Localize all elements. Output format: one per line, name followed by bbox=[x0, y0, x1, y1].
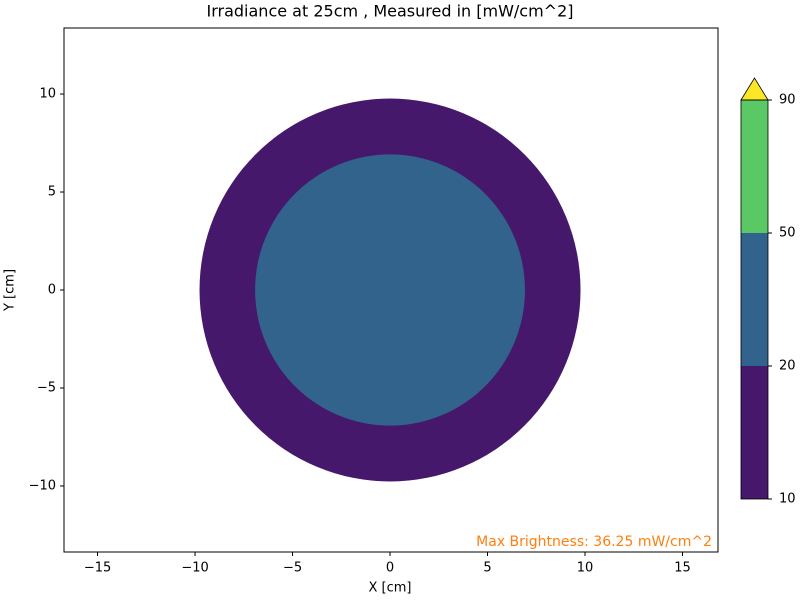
y-tick-label: 5 bbox=[48, 185, 56, 200]
colorbar-segment bbox=[741, 100, 768, 233]
y-tick-label: −5 bbox=[37, 380, 56, 395]
x-tick-label: −15 bbox=[84, 561, 111, 576]
x-tick-label: −10 bbox=[181, 561, 208, 576]
x-axis-label: X [cm] bbox=[369, 581, 412, 596]
y-tick-label: 10 bbox=[39, 87, 56, 102]
colorbar-frame bbox=[740, 99, 769, 500]
x-tick-label: 15 bbox=[674, 561, 691, 576]
x-tick-label: 10 bbox=[577, 561, 594, 576]
chart-title: Irradiance at 25cm , Measured in [mW/cm^… bbox=[207, 2, 574, 21]
x-tick-label: 0 bbox=[386, 561, 394, 576]
annotation: Max Brightness: 36.25 mW/cm^2 bbox=[476, 534, 712, 550]
x-tick-label: −5 bbox=[283, 561, 302, 576]
colorbar-extend bbox=[740, 77, 769, 101]
y-axis-label: Y [cm] bbox=[3, 269, 18, 312]
colorbar-tick-label: 20 bbox=[779, 359, 796, 374]
x-tick-label: 5 bbox=[483, 561, 491, 576]
colorbar-tick-label: 50 bbox=[779, 226, 796, 241]
y-tick-label: −10 bbox=[29, 478, 56, 493]
contour-region bbox=[255, 154, 525, 426]
colorbar-segment bbox=[741, 366, 768, 499]
y-tick-label: 0 bbox=[48, 283, 56, 298]
colorbar-tick-label: 90 bbox=[779, 93, 796, 108]
colorbar-segment bbox=[741, 233, 768, 366]
colorbar-tick-label: 10 bbox=[779, 492, 796, 507]
